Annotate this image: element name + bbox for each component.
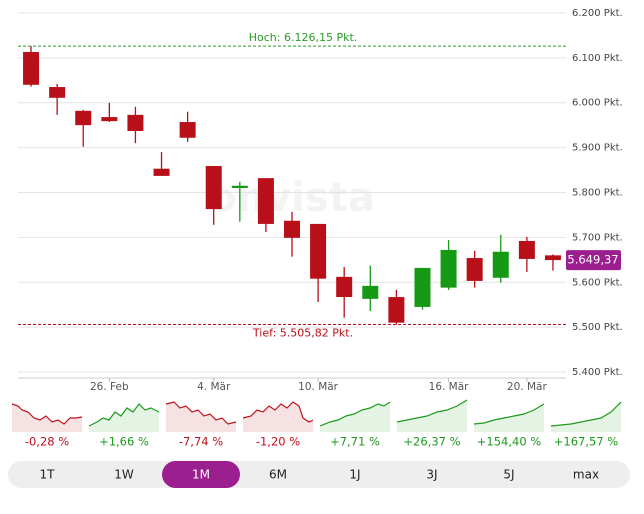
change-label: -0,28 %: [25, 435, 69, 449]
y-tick-label: 6.100 Pkt.: [572, 53, 623, 64]
candle-body: [284, 220, 300, 238]
change-label: -7,74 %: [179, 435, 223, 449]
last-price-box: [566, 250, 621, 271]
candle-body: [440, 249, 457, 288]
y-tick-label: 5.600 Pkt.: [572, 277, 623, 288]
sparkline-area: [320, 402, 390, 432]
change-label: +154,40 %: [477, 435, 542, 449]
sparkline-area: [12, 404, 82, 432]
period-tab[interactable]: max: [573, 468, 599, 482]
high-line-label: Hoch: 6.126,15 Pkt.: [249, 31, 358, 44]
period-tab[interactable]: 6M: [269, 468, 287, 482]
sparkline: [11, 403, 83, 425]
y-tick-label: 5.400 Pkt.: [572, 367, 623, 378]
period-tab[interactable]: 1M: [192, 468, 210, 482]
y-tick-label: 5.900 Pkt.: [572, 143, 623, 154]
candle-body: [466, 258, 483, 281]
candle-body: [49, 87, 66, 98]
sparkline: [319, 401, 391, 427]
y-tick-label: 5.700 Pkt.: [572, 232, 623, 243]
x-tick-label: 4. Mär: [197, 381, 231, 393]
period-tab[interactable]: 1T: [40, 468, 56, 482]
sparkline: [473, 403, 545, 425]
last-price-label: 5.649,37: [567, 253, 618, 267]
change-label: -1,20 %: [256, 435, 300, 449]
candle-body: [101, 117, 118, 122]
candle-body: [336, 276, 353, 298]
sparkline: [396, 399, 468, 423]
change-label: +167,57 %: [554, 435, 619, 449]
candle-body: [518, 240, 535, 259]
y-tick-label: 6.200 Pkt.: [572, 8, 623, 19]
sparkline: [550, 401, 622, 427]
candle-body: [362, 285, 379, 299]
candle-body: [414, 267, 431, 307]
sparkline-area: [551, 402, 621, 432]
candle-body: [179, 122, 196, 138]
sparkline: [88, 403, 160, 427]
change-label: +26,37 %: [403, 435, 460, 449]
sparkline-area: [243, 402, 313, 432]
period-tab[interactable]: 1J: [349, 468, 360, 482]
period-tab[interactable]: 5J: [503, 468, 514, 482]
low-line-label: Tief: 5.505,82 Pkt.: [252, 327, 353, 340]
candle-body: [75, 110, 92, 126]
sparkline-area: [474, 404, 544, 432]
sparkline: [165, 401, 237, 425]
y-tick-label: 6.000 Pkt.: [572, 98, 623, 109]
period-active: [162, 461, 240, 488]
candle-body: [205, 166, 222, 210]
x-tick-label: 16. Mär: [429, 381, 470, 393]
candle-body: [388, 297, 405, 323]
candle-body: [23, 52, 40, 85]
sparkline-area: [397, 400, 467, 432]
x-tick-label: 10. Mär: [298, 381, 339, 393]
sparkline-area: [89, 404, 159, 432]
period-bar: [8, 461, 630, 488]
x-tick-label: 20. Mär: [507, 381, 548, 393]
sparkline: [242, 401, 314, 423]
y-tick-label: 5.800 Pkt.: [572, 188, 623, 199]
candle-body: [257, 178, 274, 224]
candle-body: [153, 168, 170, 176]
candle-body: [310, 223, 327, 279]
candle-body: [127, 114, 144, 132]
y-tick-label: 5.500 Pkt.: [572, 322, 623, 333]
sparklines: [11, 399, 622, 432]
change-label: +1,66 %: [99, 435, 149, 449]
period-tab[interactable]: 3J: [426, 468, 437, 482]
change-label: +7,71 %: [330, 435, 380, 449]
sparkline-area: [166, 402, 236, 432]
candle-body: [492, 251, 509, 278]
candle-body: [544, 255, 561, 261]
period-tab[interactable]: 1W: [114, 468, 134, 482]
x-tick-label: 26. Feb: [90, 381, 129, 393]
candle-body: [231, 185, 248, 189]
